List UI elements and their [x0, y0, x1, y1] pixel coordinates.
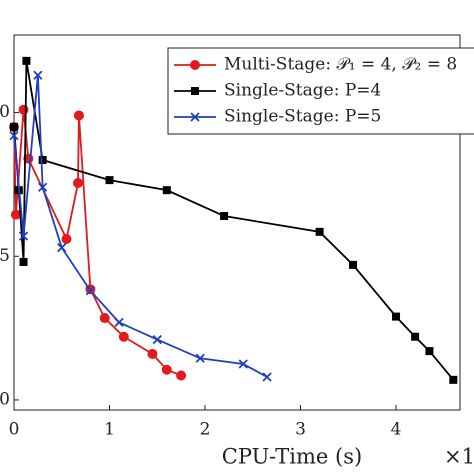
marker — [19, 258, 28, 267]
x-tick-label: 2 — [200, 420, 211, 440]
legend-marker — [191, 87, 199, 95]
x-tick-label: 4 — [391, 420, 402, 440]
marker — [33, 70, 43, 80]
marker — [57, 243, 67, 253]
y-tick-label: 0 — [0, 389, 10, 409]
marker — [99, 313, 110, 324]
marker — [262, 372, 272, 382]
marker — [425, 347, 434, 356]
legend-label: Multi-Stage: 𝒫₁ = 4, 𝒫₂ = 8 — [224, 55, 457, 75]
marker — [118, 331, 129, 342]
marker — [10, 209, 21, 220]
marker — [38, 182, 48, 192]
marker — [10, 122, 18, 131]
marker — [18, 231, 29, 241]
axis-multiplier: ×1 — [444, 445, 474, 469]
y-tick-label: 5 — [0, 246, 10, 266]
legend-label: Single-Stage: P=5 — [224, 107, 381, 127]
marker — [449, 375, 458, 384]
marker — [161, 364, 172, 375]
x-tick-label: 0 — [9, 420, 20, 440]
marker — [315, 227, 324, 236]
marker — [18, 104, 29, 115]
marker — [9, 130, 19, 141]
marker — [22, 56, 31, 65]
x-tick-label: 3 — [295, 420, 306, 440]
marker — [162, 186, 171, 195]
marker — [349, 260, 358, 269]
legend-label: Single-Stage: P=4 — [224, 81, 381, 101]
marker — [195, 353, 205, 363]
marker — [176, 370, 187, 381]
marker — [411, 332, 420, 341]
marker — [72, 177, 83, 188]
series-line — [13, 109, 182, 377]
marker — [152, 334, 162, 345]
marker — [392, 312, 401, 321]
legend-box — [167, 47, 474, 135]
marker — [73, 110, 84, 121]
marker — [238, 359, 248, 369]
marker — [38, 156, 47, 164]
marker — [105, 176, 114, 185]
y-tick-label: 10 — [0, 102, 10, 122]
marker — [61, 234, 72, 245]
x-axis-label: CPU-Time (s) — [222, 445, 362, 469]
plot-frame — [13, 34, 461, 411]
legend-marker — [190, 60, 200, 70]
x-tick-label: 1 — [104, 420, 115, 440]
marker — [85, 286, 96, 296]
legend-marker — [190, 112, 200, 122]
marker — [147, 348, 158, 359]
marker — [114, 317, 124, 327]
marker — [220, 212, 229, 221]
